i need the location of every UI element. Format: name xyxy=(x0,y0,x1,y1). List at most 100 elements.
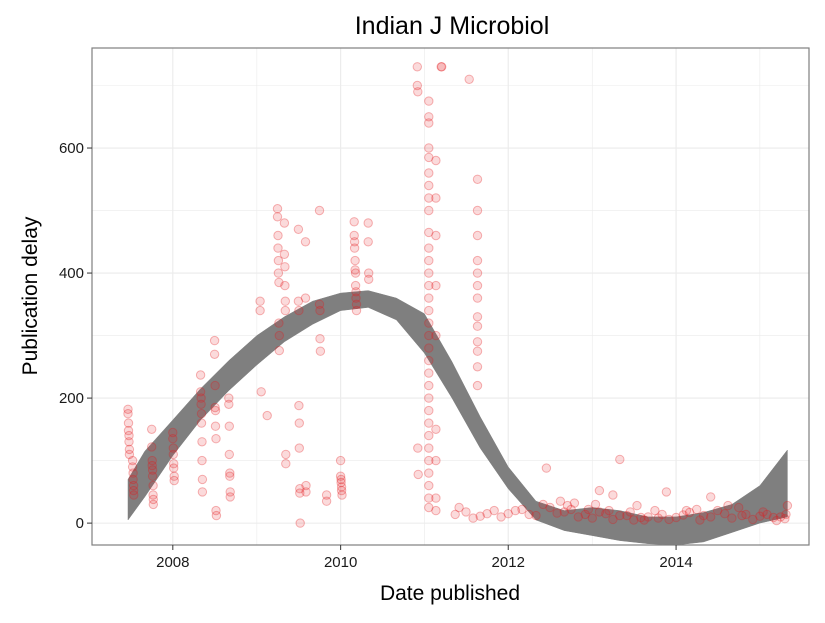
x-tick-label: 2010 xyxy=(324,554,357,571)
data-point xyxy=(587,513,597,523)
data-point xyxy=(195,370,206,380)
data-point xyxy=(510,505,521,516)
y-tick-label: 200 xyxy=(59,390,84,407)
data-point xyxy=(224,399,234,409)
data-point xyxy=(295,518,305,528)
data-point xyxy=(780,514,790,524)
data-point xyxy=(424,255,434,266)
data-point xyxy=(472,321,483,331)
data-point xyxy=(431,155,441,166)
data-point xyxy=(424,480,434,491)
data-point xyxy=(538,499,548,510)
data-point xyxy=(424,380,434,391)
data-point xyxy=(336,477,346,488)
data-point xyxy=(349,217,359,227)
y-tick-label: 0 xyxy=(76,515,84,532)
data-point xyxy=(273,268,284,278)
data-point xyxy=(335,455,346,466)
data-point xyxy=(424,180,434,191)
data-point xyxy=(431,505,441,516)
y-axis-title: Publication delay xyxy=(19,216,42,375)
data-point xyxy=(608,514,618,525)
data-point xyxy=(629,515,639,525)
data-point xyxy=(124,430,134,441)
y-axis-ticks: 0 200 400 600 xyxy=(59,140,92,532)
y-tick-label: 400 xyxy=(59,265,84,282)
data-point xyxy=(294,418,304,428)
data-point xyxy=(147,471,158,481)
data-point xyxy=(424,205,434,216)
data-point xyxy=(720,509,730,519)
data-point xyxy=(274,277,284,288)
data-point xyxy=(147,460,157,471)
data-point xyxy=(424,493,434,503)
data-point xyxy=(314,299,325,309)
data-point xyxy=(424,455,434,466)
data-point xyxy=(295,488,305,498)
data-point xyxy=(225,492,235,502)
data-point xyxy=(294,443,304,453)
points-layer xyxy=(123,62,793,528)
x-tick-label: 2014 xyxy=(659,554,692,571)
data-point xyxy=(412,62,422,72)
data-point xyxy=(210,405,221,416)
smooth-band-layer xyxy=(127,290,788,546)
data-point xyxy=(541,463,552,473)
data-point xyxy=(782,500,793,511)
data-point xyxy=(413,443,423,453)
data-point xyxy=(424,280,434,291)
data-point xyxy=(424,343,434,353)
data-point xyxy=(147,442,157,452)
data-point xyxy=(280,296,290,306)
data-point xyxy=(604,505,614,516)
data-point xyxy=(147,465,158,475)
data-point xyxy=(594,485,605,496)
data-point xyxy=(643,512,653,522)
data-point xyxy=(424,293,434,303)
data-point xyxy=(197,455,207,466)
data-point xyxy=(349,230,359,241)
data-point xyxy=(678,510,688,520)
data-point xyxy=(431,280,441,291)
data-point xyxy=(706,512,716,522)
data-point xyxy=(424,393,434,403)
data-point xyxy=(211,510,222,521)
data-point xyxy=(280,305,290,316)
data-point xyxy=(424,143,434,153)
data-point xyxy=(661,487,672,497)
data-point xyxy=(424,502,434,513)
data-point xyxy=(279,218,290,228)
data-point xyxy=(224,449,235,460)
data-point xyxy=(300,237,311,247)
data-point xyxy=(294,305,304,316)
data-point xyxy=(771,515,782,526)
data-point xyxy=(734,502,744,513)
data-point xyxy=(225,487,235,497)
data-point xyxy=(424,193,434,203)
data-point xyxy=(545,502,555,513)
data-point xyxy=(424,418,434,428)
data-point xyxy=(555,496,566,506)
data-point xyxy=(211,434,221,444)
data-point xyxy=(195,387,206,397)
data-point xyxy=(123,418,134,428)
data-point xyxy=(272,204,283,214)
data-point xyxy=(590,499,601,510)
data-point xyxy=(196,393,206,403)
data-point xyxy=(123,425,134,436)
data-point xyxy=(472,362,483,372)
x-axis-title: Date published xyxy=(380,582,520,605)
data-point xyxy=(123,409,133,419)
x-axis-ticks: 2008 2010 2012 2014 xyxy=(156,545,693,571)
data-point xyxy=(224,393,234,403)
data-point xyxy=(472,346,483,356)
data-point xyxy=(569,498,580,508)
data-point xyxy=(293,224,304,235)
data-point xyxy=(336,474,346,485)
smooth-confidence-band xyxy=(127,290,788,546)
data-point xyxy=(256,387,266,397)
data-point xyxy=(197,487,208,497)
data-point xyxy=(431,230,441,241)
data-point xyxy=(272,212,283,222)
data-point xyxy=(196,418,207,428)
